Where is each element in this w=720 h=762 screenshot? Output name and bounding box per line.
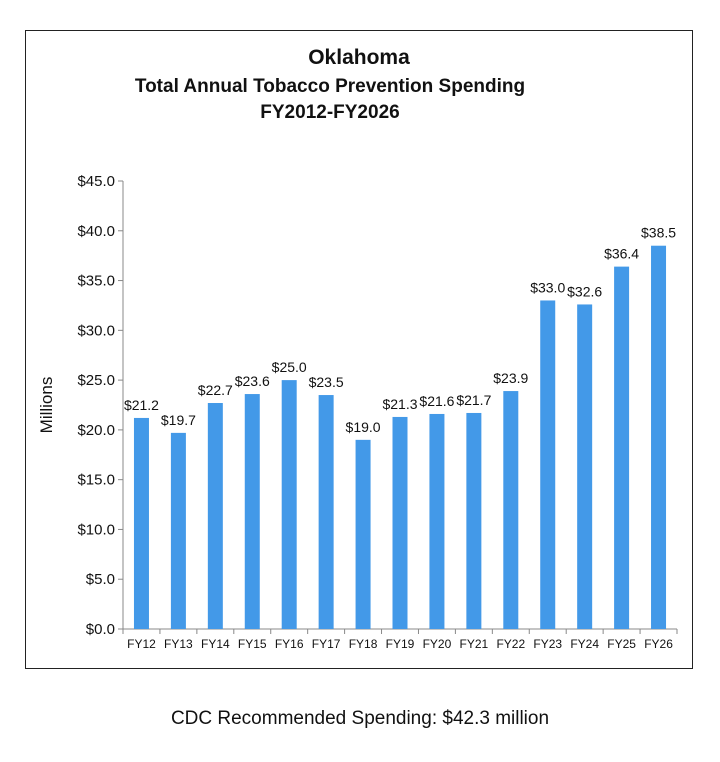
bar-fy17: [318, 395, 334, 629]
bar-fy22: [503, 391, 519, 629]
chart-subtitle: Total Annual Tobacco Prevention Spending: [134, 76, 526, 97]
bar-fy15: [244, 394, 260, 629]
bar-fy16: [281, 380, 297, 629]
x-tick-label: FY21: [460, 637, 489, 651]
x-tick-label: FY22: [496, 637, 525, 651]
data-label: $23.6: [235, 373, 270, 389]
bar-fy24: [577, 304, 593, 629]
bar-fy23: [540, 300, 556, 629]
y-tick-label: $45.0: [77, 173, 115, 190]
x-tick-label: FY23: [533, 637, 562, 651]
y-tick-label: $5.0: [86, 571, 115, 588]
bar-fy18: [355, 439, 371, 629]
x-tick-label: FY17: [312, 637, 341, 651]
cdc-recommended-spending: CDC Recommended Spending: $42.3 million: [170, 708, 550, 729]
chart-frame: [25, 30, 693, 669]
y-tick-label: $0.0: [86, 621, 115, 638]
y-tick-label: $15.0: [77, 472, 115, 489]
bar-fy26: [651, 245, 667, 629]
data-label: $32.6: [567, 283, 602, 299]
bar-fy12: [133, 417, 149, 629]
x-tick-label: FY14: [201, 637, 230, 651]
data-label: $25.0: [272, 359, 307, 375]
x-tick-label: FY25: [607, 637, 636, 651]
x-tick-label: FY12: [127, 637, 156, 651]
chart-subtitle-years: FY2012-FY2026: [260, 102, 400, 123]
data-label: $19.7: [161, 412, 196, 428]
data-label: $21.2: [124, 397, 159, 413]
chart-title: Oklahoma: [308, 46, 410, 69]
bar-fy25: [614, 266, 630, 629]
data-label: $21.3: [382, 396, 417, 412]
bar-fy19: [392, 416, 408, 629]
x-tick-label: FY19: [386, 637, 415, 651]
y-tick-label: $25.0: [77, 372, 115, 389]
y-tick-label: $30.0: [77, 322, 115, 339]
bar-fy14: [207, 403, 223, 629]
bar-fy20: [429, 413, 445, 629]
data-label: $23.5: [309, 374, 344, 390]
data-label: $21.7: [456, 392, 491, 408]
x-tick-label: FY24: [570, 637, 599, 651]
y-axis-label: Millions: [37, 377, 56, 434]
x-tick-label: FY18: [349, 637, 378, 651]
bar-fy21: [466, 412, 482, 629]
x-tick-label: FY16: [275, 637, 304, 651]
data-label: $22.7: [198, 382, 233, 398]
y-tick-label: $20.0: [77, 422, 115, 439]
x-tick-label: FY20: [423, 637, 452, 651]
data-label: $21.6: [419, 393, 454, 409]
x-tick-label: FY26: [644, 637, 673, 651]
x-tick-label: FY15: [238, 637, 267, 651]
x-tick-label: FY13: [164, 637, 193, 651]
data-label: $36.4: [604, 246, 639, 262]
bar-fy13: [170, 432, 186, 629]
data-label: $38.5: [641, 225, 676, 241]
y-tick-label: $10.0: [77, 521, 115, 538]
data-label: $19.0: [346, 419, 381, 435]
y-tick-label: $40.0: [77, 223, 115, 240]
data-label: $33.0: [530, 279, 565, 295]
y-tick-label: $35.0: [77, 273, 115, 290]
data-label: $23.9: [493, 370, 528, 386]
